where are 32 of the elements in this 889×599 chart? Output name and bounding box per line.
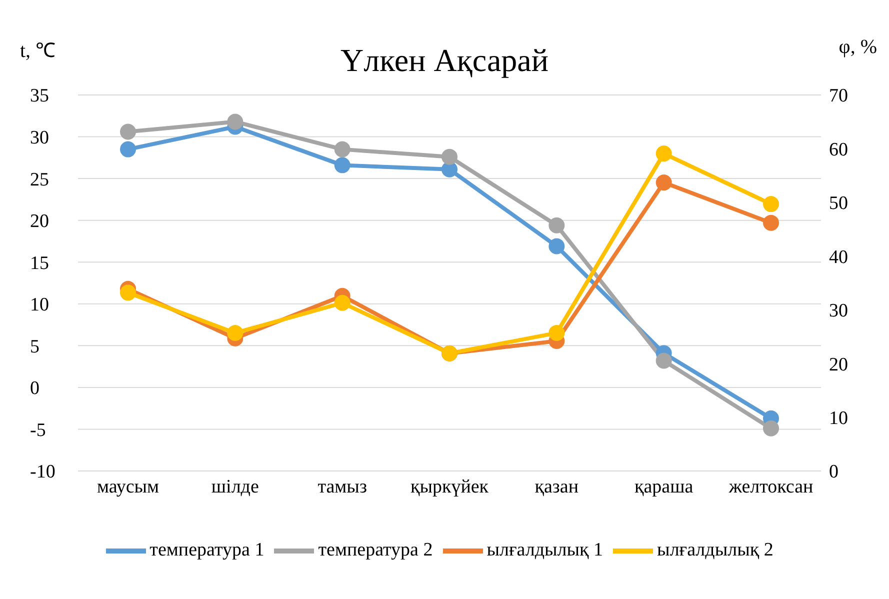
- y-tick-label: 20: [30, 211, 49, 232]
- legend-label: температура 1: [150, 539, 264, 560]
- y-tick-label: 25: [30, 169, 49, 190]
- y2-tick-label: 70: [829, 86, 848, 107]
- x-tick-label: маусым: [96, 476, 160, 498]
- y2-tick-label: 30: [829, 300, 848, 322]
- chart-title: Үлкен Ақсарай: [340, 42, 548, 78]
- y-tick-label: -10: [30, 462, 56, 483]
- y-tick-label: -5: [30, 420, 46, 441]
- y2-axis-title: φ, %: [838, 36, 877, 59]
- y-axis-title: t, ℃: [20, 39, 56, 63]
- y-tick-label: 30: [30, 128, 49, 149]
- x-tick-label: қазан: [534, 476, 579, 498]
- y2-tick-label: 0: [829, 462, 838, 483]
- y2-tick-label: 20: [829, 354, 848, 376]
- y2-tick-label: 60: [829, 139, 848, 160]
- y2-tick-label: 50: [829, 193, 848, 214]
- x-tick-label: желтоксан: [728, 476, 814, 498]
- legend-label: ылғалдылық 1: [486, 539, 604, 560]
- legend-label: ылғалдылық 2: [657, 539, 774, 560]
- y-tick-label: 35: [30, 86, 49, 107]
- y-tick-label: 15: [30, 252, 49, 274]
- x-tick-label: шілде: [211, 476, 259, 498]
- x-tick-label: қыркүйек: [410, 476, 490, 498]
- y2-tick-label: 10: [829, 408, 848, 430]
- x-tick-label: тамыз: [318, 476, 367, 498]
- y-tick-label: 5: [30, 336, 40, 358]
- y-tick-label: 10: [30, 294, 49, 316]
- y-tick-label: 0: [30, 378, 40, 400]
- y2-tick-label: 40: [829, 246, 848, 268]
- x-tick-label: қараша: [634, 476, 694, 498]
- legend-label: температура 2: [318, 539, 433, 560]
